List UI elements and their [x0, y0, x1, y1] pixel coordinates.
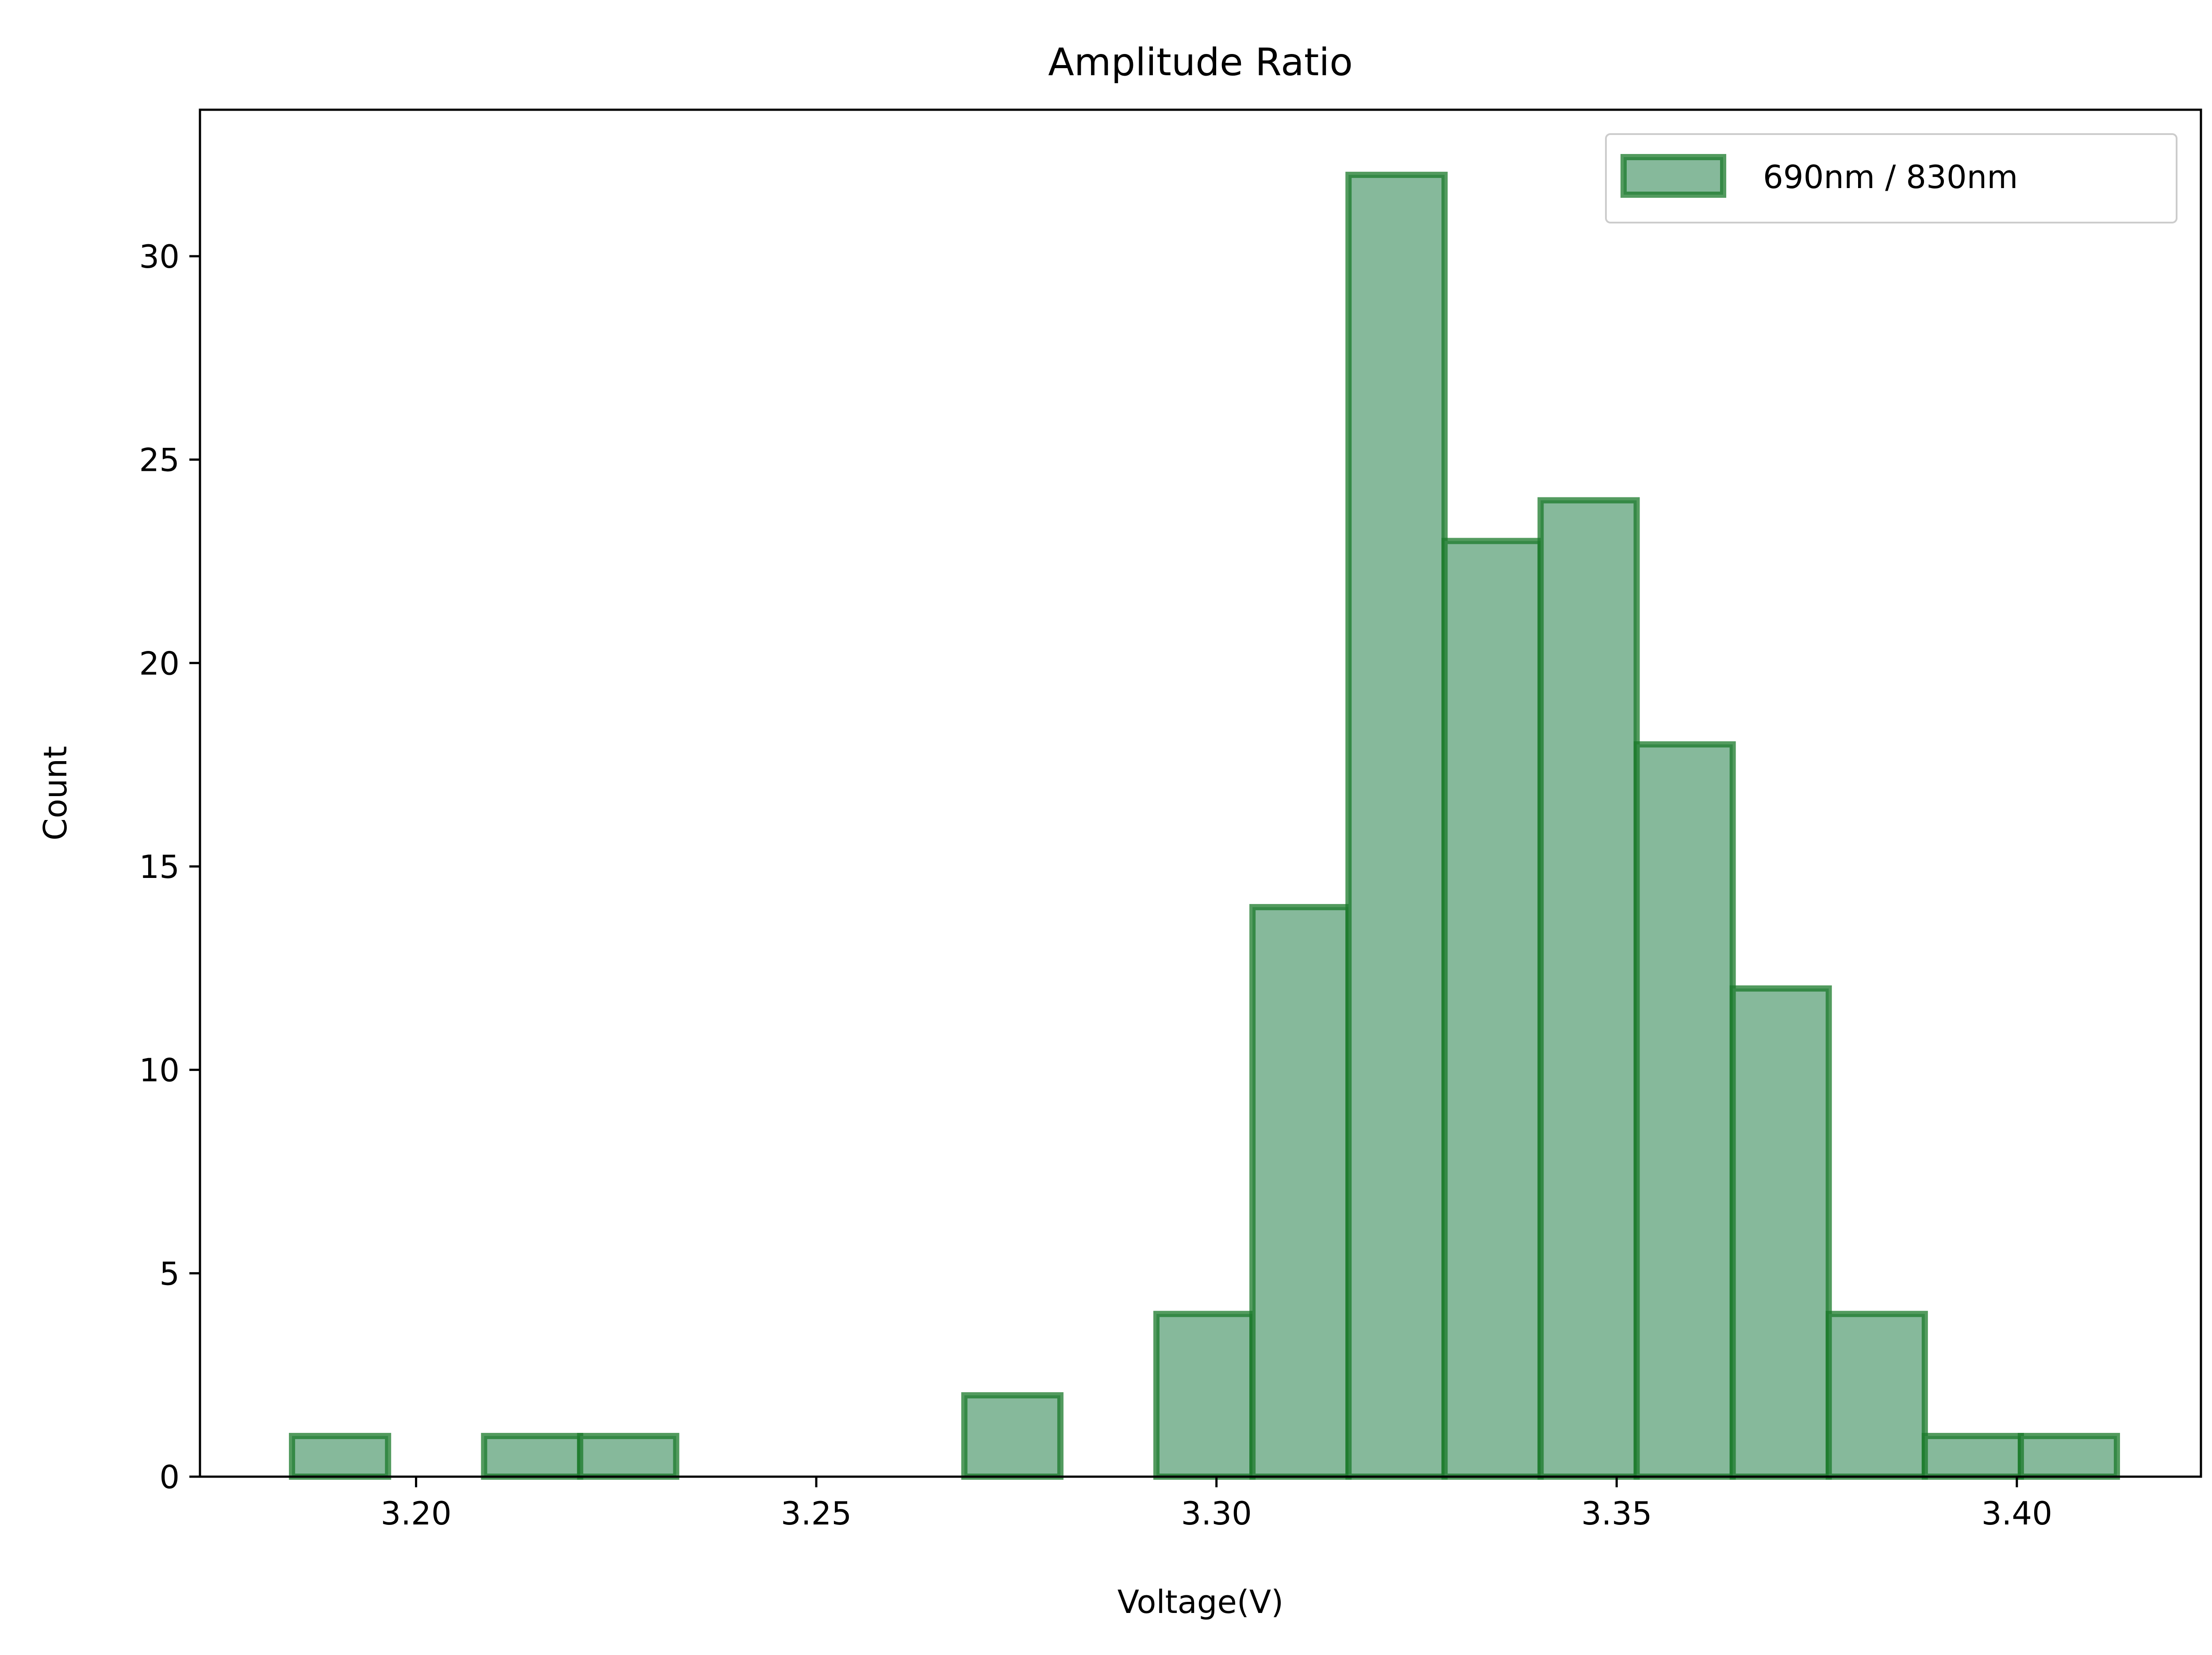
- histogram-bar-13: [1537, 497, 1640, 1480]
- histogram-bar-12: [1441, 538, 1544, 1480]
- y-tick-label-4: 20: [139, 645, 180, 682]
- x-tick-label-3: 3.35: [1581, 1495, 1652, 1532]
- histogram-bar-14: [1633, 741, 1736, 1480]
- histogram-bar-18: [2017, 1433, 2120, 1480]
- x-tick-label-4: 3.40: [1982, 1495, 2052, 1532]
- histogram-bar-7: [961, 1392, 1064, 1480]
- y-axis-title: Count: [37, 746, 74, 841]
- plot-frame: [199, 108, 2202, 1478]
- chart-title: Amplitude Ratio: [1048, 40, 1353, 85]
- histogram-bar-9: [1153, 1311, 1256, 1480]
- histogram-bar-16: [1825, 1311, 1928, 1480]
- legend-label: 690nm / 830nm: [1763, 158, 2018, 196]
- x-tick-label-0: 3.20: [380, 1495, 451, 1532]
- y-tick-label-3: 15: [139, 848, 180, 885]
- y-tick-label-5: 25: [139, 442, 180, 479]
- x-tick-label-1: 3.25: [781, 1495, 852, 1532]
- y-tick-label-6: 30: [139, 238, 180, 275]
- histogram-bar-17: [1921, 1433, 2024, 1480]
- histogram-bar-3: [577, 1433, 680, 1480]
- x-axis-ticks: 3.20 3.25 3.30 3.35 3.40: [380, 1477, 2052, 1532]
- y-tick-label-1: 5: [159, 1255, 180, 1292]
- histogram-bar-2: [481, 1433, 584, 1480]
- legend-swatch: [1621, 154, 1726, 198]
- histogram-bar-15: [1729, 985, 1832, 1480]
- legend-box: [1605, 133, 2177, 223]
- y-tick-label-2: 10: [139, 1052, 180, 1089]
- legend: 690nm / 830nm: [1605, 133, 2177, 223]
- histogram-bar-0: [289, 1433, 392, 1480]
- y-axis-ticks: 0 5 10 15 20 25 30: [139, 238, 200, 1496]
- x-tick-label-2: 3.30: [1181, 1495, 1252, 1532]
- histogram-bar-10: [1249, 904, 1352, 1480]
- y-tick-label-0: 0: [159, 1459, 180, 1496]
- histogram-bar-11: [1345, 172, 1448, 1480]
- histogram-bars: [289, 172, 2120, 1480]
- x-axis-title: Voltage(V): [1118, 1583, 1284, 1620]
